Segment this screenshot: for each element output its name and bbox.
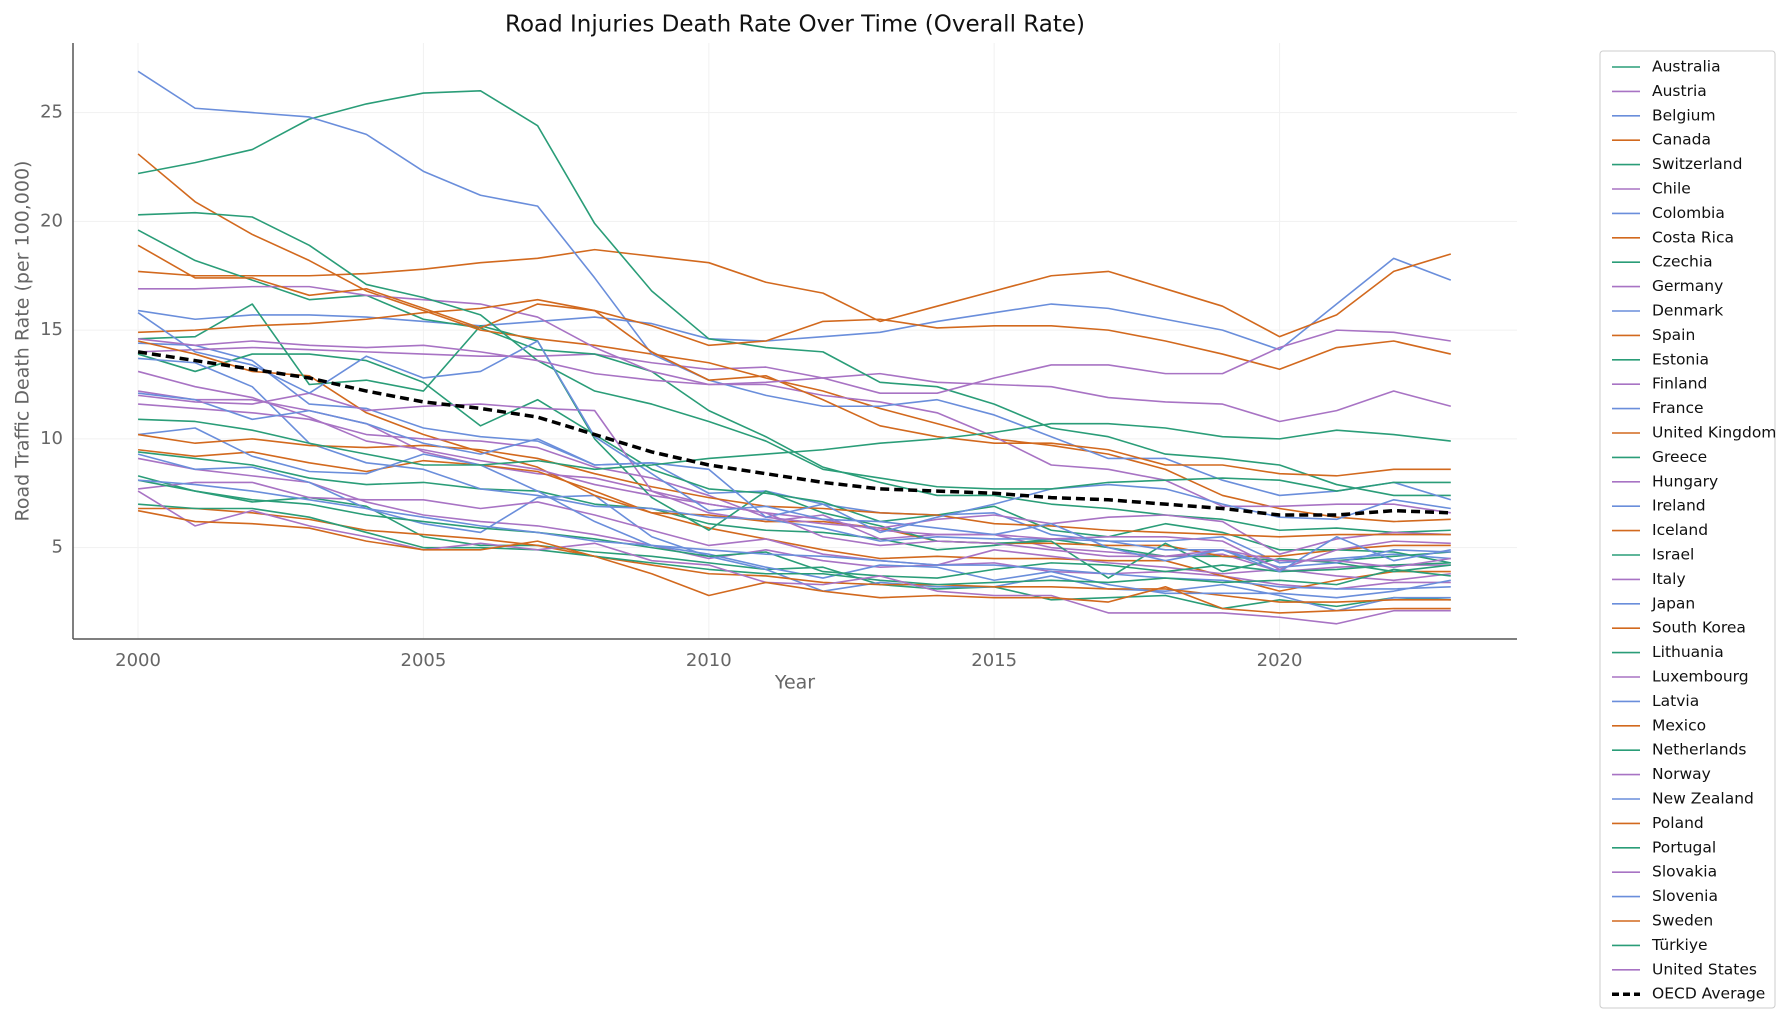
- legend-label: Greece: [1652, 448, 1707, 466]
- series-line: [138, 248, 1452, 338]
- legend-label: Slovakia: [1652, 863, 1717, 881]
- legend-label: United Kingdom: [1652, 424, 1776, 442]
- series-line: [138, 507, 1451, 603]
- series-line: [137, 312, 1451, 573]
- x-tick-label: 2020: [1257, 650, 1303, 671]
- series-line: [137, 370, 1451, 571]
- legend-box: [1599, 50, 1776, 1009]
- grid: 5 10 15 20 25 2000 2005 2010 2015 2020: [40, 43, 1517, 671]
- legend-label: Ireland: [1652, 497, 1706, 515]
- legend-label: New Zealand: [1652, 790, 1754, 808]
- series-line: [137, 509, 1451, 614]
- series-line: [137, 453, 1451, 612]
- legend-label: Chile: [1652, 180, 1691, 198]
- legend-label: South Korea: [1652, 619, 1746, 637]
- legend-label: Lithuania: [1652, 643, 1724, 661]
- legend-label: Latvia: [1652, 692, 1699, 710]
- legend-label: United States: [1652, 960, 1757, 978]
- legend-label: Colombia: [1652, 204, 1725, 222]
- legend-label: Netherlands: [1652, 741, 1746, 759]
- series-line: [137, 481, 1451, 582]
- series-line: [137, 433, 1451, 538]
- average-line: [137, 350, 1451, 517]
- legend-label: Czechia: [1652, 253, 1713, 271]
- legend-label: Portugal: [1652, 838, 1716, 856]
- legend-label: Türkiye: [1651, 936, 1708, 954]
- series-line: [137, 427, 1451, 599]
- series-line: [137, 70, 1452, 501]
- legend-label: Luxembourg: [1652, 668, 1749, 686]
- legend-label: Italy: [1652, 570, 1686, 588]
- legend-label: Israel: [1652, 546, 1694, 564]
- chart-title: Road Injuries Death Rate Over Time (Over…: [505, 12, 1085, 38]
- legend-label: Iceland: [1652, 521, 1708, 539]
- x-axis-label: Year: [774, 672, 815, 694]
- y-tick-label: 5: [52, 537, 63, 558]
- legend-label: Norway: [1652, 765, 1711, 783]
- series-line: [138, 303, 1451, 579]
- series-line: [137, 490, 1451, 625]
- legend-label: Australia: [1652, 58, 1721, 76]
- x-tick-label: 2000: [115, 650, 161, 671]
- series-line: [138, 298, 1451, 371]
- legend-label: Mexico: [1652, 716, 1706, 734]
- series-line: [137, 392, 1451, 534]
- legend-label: Denmark: [1652, 302, 1723, 320]
- series-line: [137, 329, 1451, 394]
- plot-lines: [137, 70, 1452, 625]
- legend-label: Sweden: [1652, 912, 1713, 930]
- legend-label: Switzerland: [1652, 155, 1742, 173]
- legend-label: Slovenia: [1652, 887, 1718, 905]
- legend-label: Finland: [1652, 375, 1707, 393]
- series-line: [137, 340, 1451, 592]
- series-line: [138, 403, 1451, 555]
- legend: Australia Austria Belgium Canada Switzerland…: [1599, 50, 1776, 1009]
- axes: [72, 43, 1517, 640]
- legend-label: Costa Rica: [1652, 228, 1734, 246]
- legend-label: France: [1652, 399, 1704, 417]
- x-tick-label: 2010: [686, 650, 732, 671]
- legend-label: Poland: [1652, 814, 1704, 832]
- series-line: [137, 257, 1452, 351]
- legend-label: Spain: [1652, 326, 1695, 344]
- series-line: [137, 153, 1451, 523]
- x-tick-label: 2005: [401, 650, 447, 671]
- y-tick-label: 25: [40, 102, 63, 123]
- series-line: [138, 346, 1451, 423]
- series-line: [137, 448, 1451, 558]
- legend-label: Austria: [1652, 82, 1707, 100]
- legend-label: Japan: [1651, 594, 1695, 612]
- series-line: [137, 392, 1451, 569]
- y-axis-label: Road Traffic Death Rate (per 100,000): [12, 161, 34, 522]
- series-line: [138, 211, 1451, 492]
- series-line: [137, 244, 1451, 477]
- series-line: [137, 479, 1451, 579]
- legend-label: Canada: [1652, 131, 1711, 149]
- y-tick-label: 10: [40, 428, 63, 449]
- legend-label: Germany: [1652, 277, 1723, 295]
- x-tick-label: 2015: [971, 650, 1017, 671]
- legend-label: OECD Average: [1652, 985, 1765, 1003]
- legend-label: Belgium: [1652, 106, 1716, 124]
- series-line: [137, 90, 1451, 497]
- series-line: [138, 418, 1451, 471]
- legend-label: Hungary: [1652, 472, 1718, 490]
- y-tick-label: 20: [40, 210, 63, 231]
- legend-label: Estonia: [1652, 350, 1709, 368]
- series-line: [138, 503, 1451, 586]
- y-tick-label: 15: [40, 319, 63, 340]
